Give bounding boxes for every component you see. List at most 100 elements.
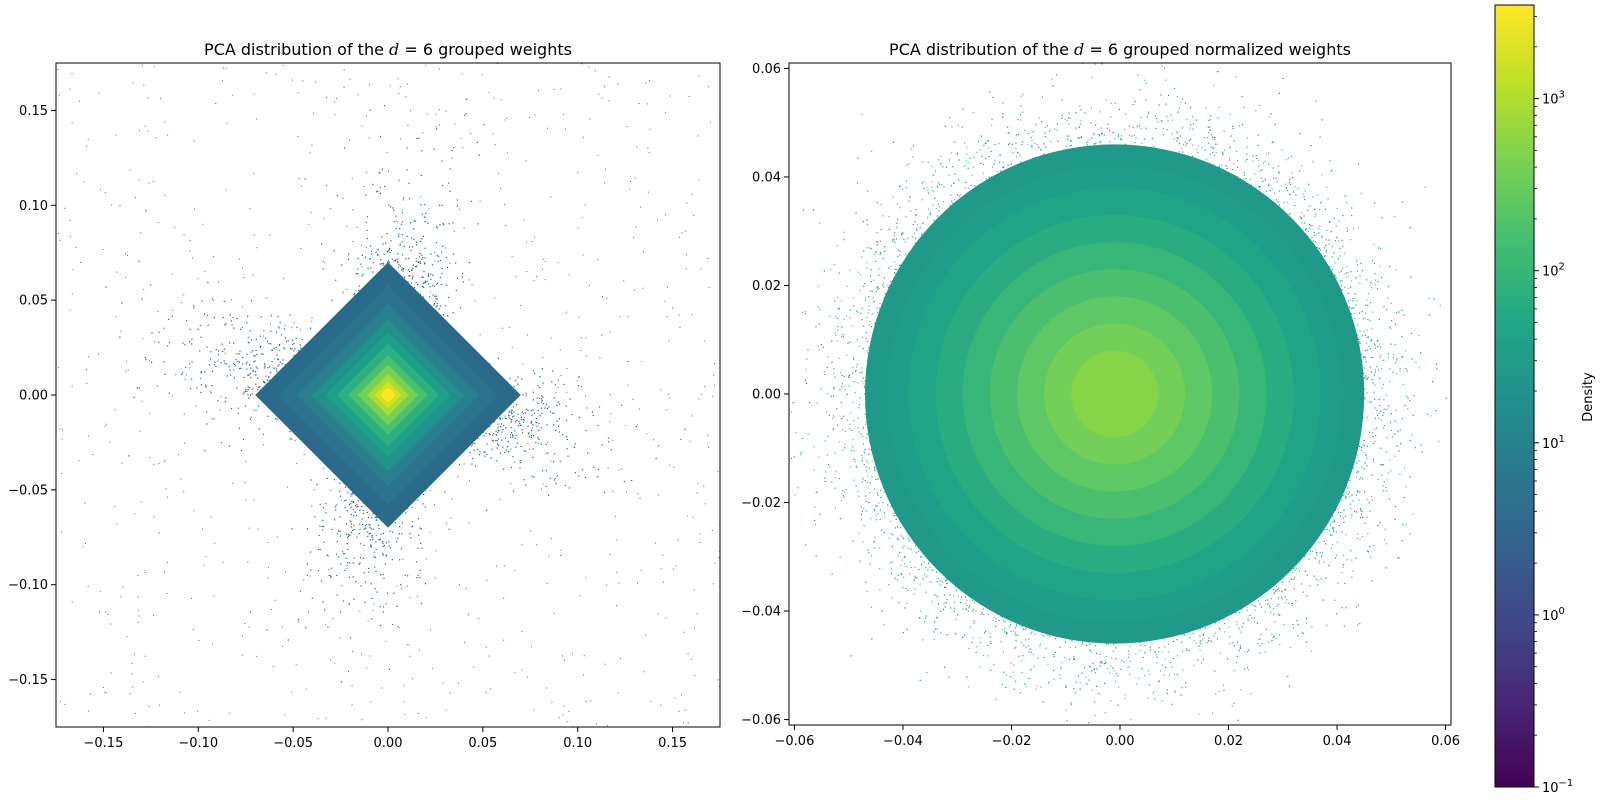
density-point <box>503 119 505 121</box>
density-point <box>668 393 670 395</box>
density-point <box>229 342 231 344</box>
density-point <box>376 534 378 536</box>
density-point <box>126 636 128 638</box>
density-point <box>281 626 283 628</box>
density-point <box>573 446 576 449</box>
density-point <box>579 595 581 597</box>
density-point <box>322 268 324 270</box>
density-point <box>699 542 701 544</box>
density-point <box>86 382 88 384</box>
density-point <box>223 300 225 302</box>
density-point <box>399 526 401 528</box>
density-point <box>339 535 342 537</box>
density-point <box>421 213 424 215</box>
density-point <box>144 570 146 572</box>
density-point <box>584 476 587 479</box>
density-point <box>509 377 511 379</box>
density-point <box>380 258 382 261</box>
density-point <box>263 381 266 383</box>
density-point <box>334 114 336 116</box>
density-point <box>468 261 470 264</box>
density-point <box>206 346 208 348</box>
density-point <box>479 334 481 336</box>
density-point <box>154 341 156 343</box>
density-point <box>346 288 348 290</box>
density-point <box>594 70 596 72</box>
density-point <box>164 121 166 123</box>
density-point <box>486 443 488 445</box>
density-point <box>425 717 427 719</box>
density-point <box>344 553 346 555</box>
density-point <box>499 452 502 454</box>
density-point <box>297 135 299 137</box>
density-point <box>580 386 582 388</box>
density-point <box>386 152 388 154</box>
density-point <box>337 530 340 532</box>
density-point <box>276 354 278 356</box>
density-point <box>558 431 561 433</box>
density-point <box>666 286 668 288</box>
density-point <box>381 687 383 689</box>
density-point <box>365 115 367 117</box>
density-point <box>211 418 213 420</box>
density-point <box>127 369 129 371</box>
density-point <box>565 405 567 407</box>
density-point <box>458 464 460 466</box>
density-point <box>403 197 405 199</box>
density-point <box>291 348 293 350</box>
density-point <box>191 338 193 340</box>
density-point <box>379 186 381 188</box>
density-point <box>137 575 139 577</box>
density-point <box>284 324 286 326</box>
density-point <box>636 493 638 495</box>
density-point <box>293 342 295 345</box>
density-point <box>401 221 404 223</box>
density-point <box>609 331 611 333</box>
density-point <box>562 714 564 716</box>
density-point <box>206 423 208 425</box>
density-point <box>58 367 60 369</box>
density-point <box>510 448 512 450</box>
density-point <box>180 302 182 304</box>
density-point <box>691 313 693 315</box>
density-point <box>508 414 510 416</box>
density-point <box>500 426 502 428</box>
density-point <box>546 687 548 689</box>
density-point <box>488 425 491 428</box>
density-point <box>350 506 352 508</box>
density-point <box>532 435 535 437</box>
density-point <box>381 263 383 265</box>
density-point <box>404 276 406 279</box>
density-point <box>582 674 584 676</box>
density-point <box>247 336 249 338</box>
density-point <box>217 354 220 356</box>
density-point <box>345 499 347 501</box>
density-point <box>462 272 464 274</box>
density-point <box>614 515 616 517</box>
density-point <box>433 304 435 306</box>
density-point <box>243 391 245 393</box>
density-point <box>660 704 662 706</box>
density-point <box>257 405 260 407</box>
density-point <box>445 110 447 112</box>
density-point <box>714 562 716 564</box>
density-point <box>632 237 634 239</box>
density-point <box>525 395 527 397</box>
density-point <box>231 299 233 301</box>
density-point <box>167 345 169 347</box>
density-point <box>436 227 438 229</box>
density-point <box>398 92 400 94</box>
density-point <box>252 370 254 372</box>
density-point <box>355 514 358 517</box>
density-point <box>641 361 643 363</box>
density-point <box>424 583 427 585</box>
density-point <box>455 289 457 292</box>
density-point <box>385 603 387 605</box>
density-point <box>553 613 555 615</box>
density-point <box>163 461 165 463</box>
density-point <box>574 472 577 474</box>
density-point <box>419 569 421 572</box>
density-point <box>420 528 422 530</box>
density-point <box>555 429 557 432</box>
density-point <box>274 599 276 601</box>
